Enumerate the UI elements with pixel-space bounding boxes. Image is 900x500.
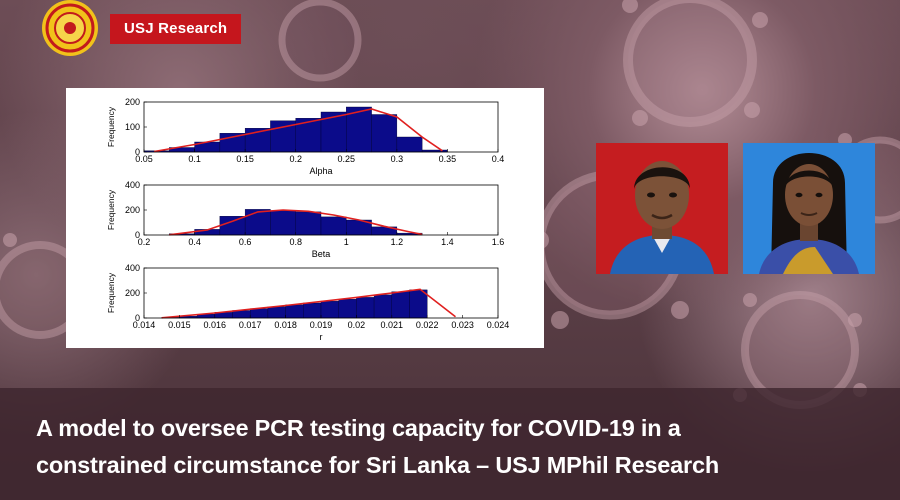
- y-tick-label: 400: [125, 180, 140, 190]
- y-tick-label: 0: [135, 147, 140, 157]
- histogram-bar-2: [270, 210, 296, 236]
- y-axis-label: Frequency: [106, 189, 116, 230]
- x-tick-label: 0.4: [492, 154, 505, 164]
- y-tick-label: 400: [125, 263, 140, 273]
- histogram-bar-1: [396, 136, 423, 153]
- histogram-bar-2: [320, 216, 347, 236]
- usj-research-badge[interactable]: USJ Research: [110, 14, 242, 44]
- y-tick-label: 100: [125, 122, 140, 132]
- x-tick-label: 0.017: [239, 320, 262, 330]
- x-axis-label: r: [320, 332, 323, 342]
- x-tick-label: 0.023: [451, 320, 474, 330]
- histogram-bar-3: [303, 302, 322, 319]
- x-tick-label: 0.3: [391, 154, 404, 164]
- y-axis-label: Frequency: [106, 106, 116, 147]
- histogram-figure: 0.05 0.1 0.15 0.2 0.25 0.3 0.35 0.4 0 100 200 Alpha…: [66, 88, 544, 348]
- histogram-bar-3: [338, 299, 357, 319]
- y-axis-label: Frequency: [106, 272, 116, 313]
- y-tick-label: 200: [125, 97, 140, 107]
- x-tick-label: 0.2: [289, 154, 302, 164]
- y-tick-label: 0: [135, 230, 140, 240]
- x-tick-label: 0.02: [348, 320, 366, 330]
- histogram-bar-2: [219, 216, 246, 236]
- x-tick-label: 0.8: [289, 237, 302, 247]
- histogram-bar-2: [295, 211, 322, 236]
- histogram-bar-1: [371, 114, 398, 153]
- x-tick-label: 0.021: [381, 320, 404, 330]
- x-tick-label: 0.05: [135, 154, 153, 164]
- headline: A model to oversee PCR testing capacity …: [36, 410, 886, 484]
- caption-bar: [0, 388, 900, 500]
- histogram-bar-2: [244, 209, 271, 236]
- x-tick-label: 0.016: [204, 320, 227, 330]
- fit-curve-1: [153, 108, 443, 153]
- x-tick-label: 0.022: [416, 320, 439, 330]
- x-tick-label: 0.015: [168, 320, 191, 330]
- x-tick-label: 0.6: [239, 237, 252, 247]
- researcher-2-photo: [743, 143, 875, 274]
- x-axis-label: Alpha: [309, 166, 332, 176]
- x-tick-label: 0.018: [274, 320, 297, 330]
- x-tick-label: 0.25: [338, 154, 356, 164]
- headline-line-1: A model to oversee PCR testing capacity …: [36, 415, 681, 441]
- y-tick-label: 0: [135, 313, 140, 323]
- fit-curve-2: [169, 209, 423, 236]
- x-axis-label: Beta: [312, 249, 331, 259]
- histogram-bar-3: [320, 300, 339, 319]
- researcher-1-photo: [596, 143, 728, 274]
- histogram-bar-3: [285, 304, 304, 319]
- x-tick-label: 0.35: [439, 154, 457, 164]
- x-tick-label: 0.014: [133, 320, 156, 330]
- x-tick-label: 0.4: [188, 237, 201, 247]
- histogram-bar-1: [219, 133, 246, 153]
- x-tick-label: 1.4: [441, 237, 454, 247]
- y-tick-label: 200: [125, 288, 140, 298]
- x-tick-label: 0.024: [487, 320, 510, 330]
- histogram-bar-3: [391, 291, 410, 319]
- headline-line-2: constrained circumstance for Sri Lanka –…: [36, 452, 720, 478]
- x-tick-label: 0.019: [310, 320, 333, 330]
- y-tick-label: 200: [125, 205, 140, 215]
- x-tick-label: 0.1: [188, 154, 201, 164]
- x-tick-label: 0.2: [138, 237, 151, 247]
- histogram-bar-3: [249, 308, 269, 319]
- histogram-bar-3: [267, 306, 286, 319]
- fit-curve-3: [161, 288, 456, 319]
- x-tick-label: 1.6: [492, 237, 505, 247]
- usj-crest-logo: [34, 0, 106, 58]
- x-tick-label: 1.2: [391, 237, 404, 247]
- x-tick-label: 1: [344, 237, 349, 247]
- histogram-bar-3: [373, 294, 393, 319]
- histogram-charts: 0.05 0.1 0.15 0.2 0.25 0.3 0.35 0.40100200Alpha…: [106, 97, 510, 342]
- histogram-bar-3: [356, 297, 375, 319]
- histogram-bar-3: [409, 289, 428, 319]
- x-tick-label: 0.15: [236, 154, 254, 164]
